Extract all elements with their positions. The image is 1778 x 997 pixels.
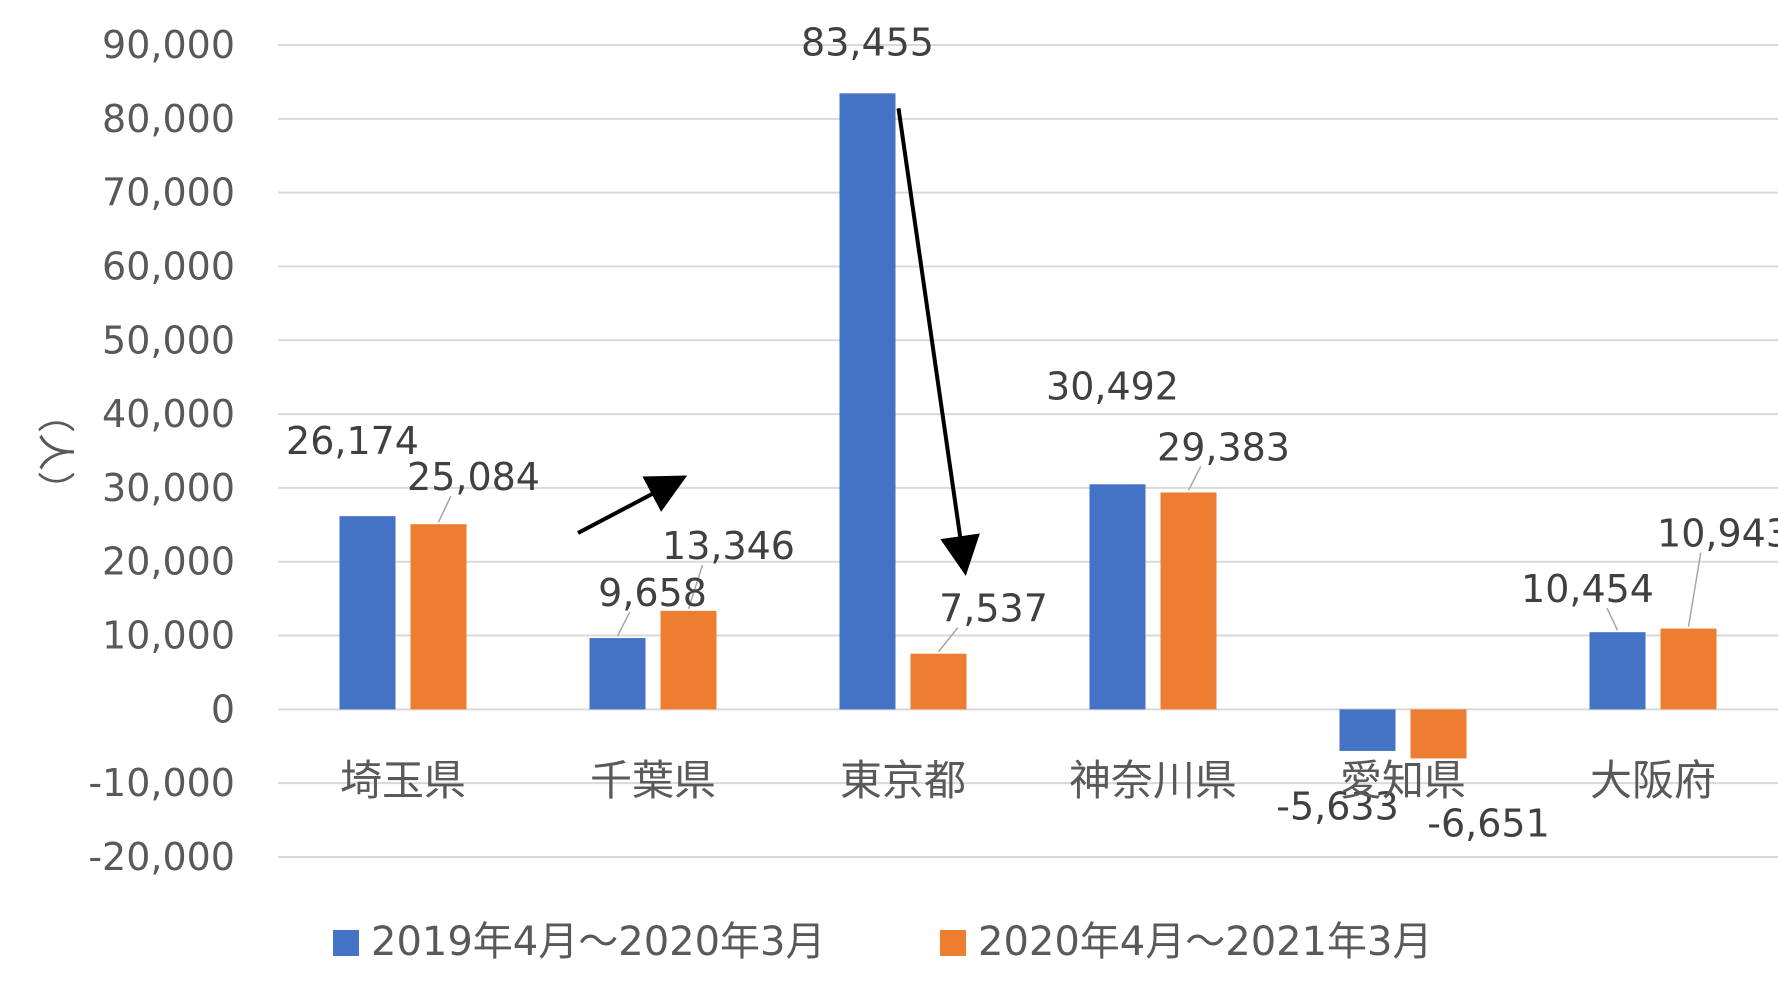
- y-tick-label: 50,000: [102, 318, 235, 362]
- leader-line: [1187, 466, 1202, 491]
- x-category-label: 埼玉県: [340, 756, 466, 805]
- leader-line: [937, 627, 959, 653]
- y-axis-ticks: -20,000 -10,000 0 10,000 20,000 30,000 40,000 5…: [88, 23, 235, 879]
- data-label: -5,633: [1276, 784, 1399, 828]
- x-category-label: 東京都: [840, 756, 966, 805]
- y-tick-label: 80,000: [102, 97, 235, 141]
- y-tick-label: 20,000: [102, 540, 235, 584]
- x-axis-categories: 埼玉県 千葉県 東京都 神奈川県 愛知県 大阪府: [340, 756, 1716, 805]
- legend-swatch: [940, 930, 966, 956]
- leader-line: [616, 611, 631, 637]
- bar-series1: [1089, 484, 1146, 710]
- data-label: 10,943: [1657, 512, 1778, 556]
- y-axis-title: （人）: [33, 395, 77, 509]
- data-label: 29,383: [1157, 425, 1290, 469]
- y-tick-label: 40,000: [102, 392, 235, 436]
- x-category-label: 大阪府: [1590, 756, 1716, 805]
- annotation-arrows: [577, 108, 980, 576]
- y-tick-label: -20,000: [88, 835, 235, 879]
- y-tick-label: 70,000: [102, 171, 235, 215]
- bar-series2: [410, 524, 467, 710]
- leader-line: [687, 564, 704, 610]
- leader-line: [1606, 607, 1619, 631]
- bar-series2: [910, 653, 967, 710]
- y-tick-label: 60,000: [102, 244, 235, 288]
- legend-label: 2019年4月～2020年3月: [371, 919, 826, 965]
- data-label: 7,537: [939, 587, 1048, 631]
- y-tick-label: 0: [211, 687, 235, 731]
- bar-series1: [1589, 632, 1646, 710]
- data-label: 9,658: [598, 571, 707, 615]
- data-label: 83,455: [801, 20, 934, 64]
- bars: [339, 93, 1717, 759]
- legend-swatch: [333, 930, 359, 956]
- increase-arrow: [577, 475, 688, 535]
- bar-series1: [1339, 709, 1396, 751]
- data-label: -6,651: [1427, 801, 1550, 845]
- y-tick-label: 30,000: [102, 466, 235, 510]
- y-tick-label: 90,000: [102, 23, 235, 67]
- leader-line: [437, 495, 452, 523]
- bar-series2: [1660, 628, 1717, 710]
- leader-lines: [437, 466, 1702, 653]
- gridlines: [278, 44, 1778, 858]
- bar-series2: [1410, 709, 1467, 759]
- decrease-arrow: [896, 108, 980, 576]
- x-category-label: 千葉県: [590, 756, 716, 805]
- y-tick-label: 10,000: [102, 614, 235, 658]
- data-label: 30,492: [1046, 364, 1179, 408]
- bar-series2: [660, 610, 717, 710]
- data-label: 10,454: [1521, 567, 1654, 611]
- bar-series1: [339, 516, 396, 710]
- legend: 2019年4月～2020年3月 2020年4月～2021年3月: [333, 919, 1433, 965]
- data-label: 13,346: [662, 524, 795, 568]
- leader-line: [1687, 552, 1702, 627]
- bar-series1: [589, 638, 646, 710]
- y-tick-label: -10,000: [88, 761, 235, 805]
- data-label: 26,174: [286, 419, 419, 463]
- data-label: 25,084: [407, 455, 540, 499]
- x-category-label: 愛知県: [1340, 756, 1466, 805]
- bar-series1: [839, 93, 896, 710]
- x-category-label: 神奈川県: [1069, 756, 1237, 805]
- bar-series2: [1160, 492, 1217, 710]
- legend-label: 2020年4月～2021年3月: [978, 919, 1433, 965]
